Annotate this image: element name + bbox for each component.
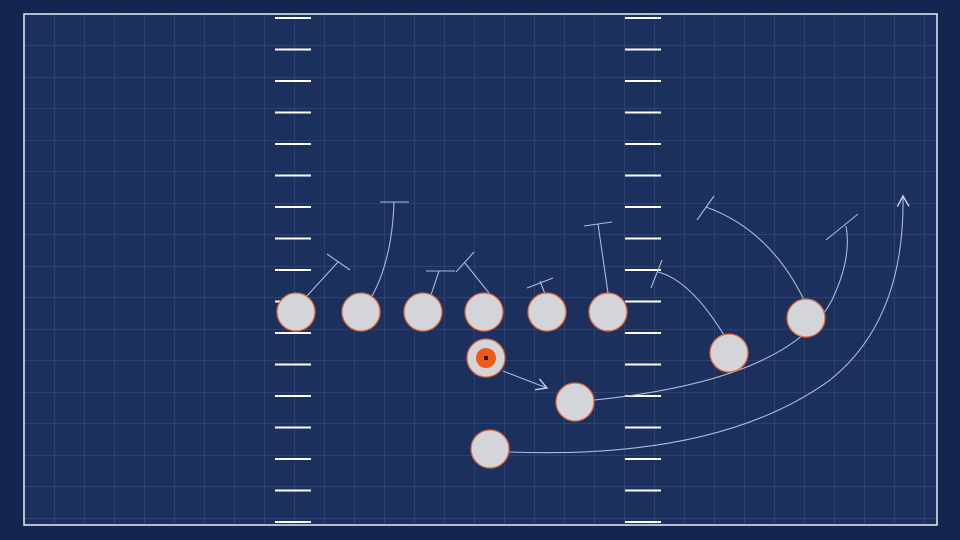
player	[470, 429, 510, 469]
route	[508, 194, 910, 454]
player	[464, 292, 504, 332]
player	[527, 292, 567, 332]
player	[709, 333, 749, 373]
player	[276, 292, 316, 332]
player	[786, 298, 826, 338]
routes	[305, 194, 910, 454]
route	[597, 223, 609, 294]
route	[430, 270, 440, 296]
player	[555, 382, 595, 422]
route-block	[696, 195, 715, 221]
route-block	[583, 221, 613, 227]
players	[276, 292, 826, 469]
route-block	[455, 251, 475, 273]
route	[464, 262, 490, 294]
hash-marks	[275, 17, 661, 523]
route	[705, 206, 805, 301]
ball-carrier-dot	[484, 356, 488, 360]
player	[403, 292, 443, 332]
route-block	[650, 259, 663, 289]
field-border	[23, 13, 938, 526]
player	[588, 292, 628, 332]
route-block	[326, 253, 351, 271]
player	[341, 292, 381, 332]
route	[305, 261, 339, 298]
route	[502, 370, 549, 391]
route	[371, 201, 395, 297]
route-block	[526, 277, 554, 289]
route	[657, 271, 725, 336]
route-block	[825, 213, 859, 241]
